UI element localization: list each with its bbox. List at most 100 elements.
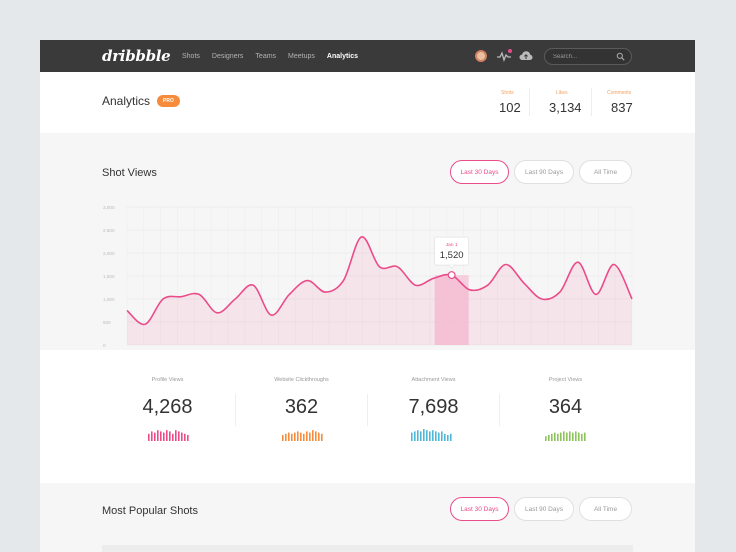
highlight-column <box>434 275 469 345</box>
sparkline-bar <box>312 430 314 441</box>
sparkline-bar <box>318 432 320 441</box>
sparkline-bar <box>148 433 150 441</box>
metric-label: Project Views <box>548 377 583 383</box>
sparkline-bar <box>166 430 168 441</box>
metric-divider <box>499 394 500 426</box>
sparkline-bar <box>285 433 287 441</box>
sparkline-bar <box>282 435 284 441</box>
filter-all-time[interactable]: All Time <box>579 160 632 184</box>
stat-divider <box>529 88 530 116</box>
stat-divider <box>591 88 592 116</box>
sparkline-bar <box>584 432 586 441</box>
sparkline-bar <box>548 435 550 441</box>
sparkline-bar <box>291 433 293 441</box>
sparkline-bar <box>447 435 449 441</box>
nav-link-designers[interactable]: Designers <box>211 52 244 60</box>
stat-likes-value: 3,134 <box>549 100 582 115</box>
profile-views-sparkline <box>148 430 189 441</box>
y-tick-label: 2,500 <box>103 228 115 233</box>
activity-icon[interactable] <box>497 50 511 62</box>
project-views-sparkline <box>545 431 586 441</box>
popular-filter-all-time[interactable]: All Time <box>579 497 632 521</box>
dribbble-logo[interactable]: dribbble <box>102 47 171 65</box>
nav-link-teams[interactable]: Teams <box>255 52 277 60</box>
search-icon[interactable] <box>616 52 625 61</box>
metrics-row: Profile Views 4,268 Website Clickthrough… <box>40 350 695 483</box>
y-tick-label: 2,000 <box>103 251 115 256</box>
metric-value: 7,698 <box>408 396 459 418</box>
sparkline-bar <box>172 433 174 441</box>
main-nav: Shots Designers Teams Meetups Analytics <box>182 40 358 72</box>
popular-filter-last-30-days[interactable]: Last 30 Days <box>450 497 509 521</box>
sparkline-bar <box>560 432 562 441</box>
nav-link-analytics[interactable]: Analytics <box>326 52 359 60</box>
nav-link-shots[interactable]: Shots <box>182 52 200 60</box>
sparkline-bar <box>551 433 553 441</box>
sparkline-bar <box>441 431 443 441</box>
sparkline-bar <box>432 430 434 441</box>
sparkline-bar <box>187 435 189 441</box>
app-window: dribbble Shots Designers Teams Meetups A… <box>40 40 695 552</box>
highlight-point <box>447 271 456 280</box>
sparkline-bar <box>566 432 568 441</box>
nav-link-meetups[interactable]: Meetups <box>288 52 315 60</box>
metric-website-clickthroughs: Website Clickthroughs 362 <box>236 350 367 483</box>
stat-shots-value: 102 <box>499 100 521 115</box>
shot-views-panel: Shot Views Last 30 Days Last 90 Days All… <box>40 133 695 350</box>
pro-badge: PRO <box>157 95 180 107</box>
sparkline-bar <box>423 429 425 441</box>
popular-shots-table-header <box>102 545 633 552</box>
page-title: Analytics <box>102 94 151 108</box>
search-input[interactable] <box>553 52 613 62</box>
sparkline-bar <box>175 430 177 441</box>
sparkline-bar <box>450 433 452 441</box>
user-avatar[interactable] <box>475 50 487 62</box>
upload-cloud-icon[interactable] <box>519 50 533 62</box>
sparkline-bar <box>569 431 571 441</box>
tooltip-label: Jan 1 <box>446 242 458 248</box>
sparkline-bar <box>309 432 311 441</box>
sparkline-bar <box>181 432 183 441</box>
sparkline-bar <box>300 432 302 441</box>
metric-divider <box>367 394 368 426</box>
sparkline-bar <box>545 436 547 441</box>
sparkline-bar <box>438 432 440 441</box>
sparkline-bar <box>578 432 580 441</box>
y-tick-label: 1,500 <box>103 274 115 279</box>
sparkline-bar <box>303 433 305 441</box>
y-tick-label: 0 <box>103 343 106 348</box>
sparkline-bar <box>444 433 446 441</box>
filter-last-90-days[interactable]: Last 90 Days <box>514 160 574 184</box>
clickthroughs-sparkline <box>282 430 323 441</box>
metric-value: 4,268 <box>142 396 193 418</box>
popular-filter-last-90-days[interactable]: Last 90 Days <box>514 497 574 521</box>
sparkline-bar <box>426 430 428 441</box>
metric-profile-views: Profile Views 4,268 <box>102 350 233 483</box>
sparkline-bar <box>435 431 437 441</box>
metric-label: Profile Views <box>151 377 184 383</box>
notification-dot <box>508 49 512 53</box>
sparkline-bar <box>563 431 565 441</box>
filter-last-30-days[interactable]: Last 30 Days <box>450 160 509 184</box>
sparkline-bar <box>321 433 323 441</box>
sparkline-bar <box>154 432 156 441</box>
sparkline-bar <box>411 432 413 441</box>
series-line <box>126 236 633 326</box>
metric-value: 362 <box>284 396 319 418</box>
popular-shots-title: Most Popular Shots <box>102 505 198 517</box>
sparkline-bar <box>163 432 165 441</box>
stat-shots-label: Shots <box>501 90 514 96</box>
sparkline-bar <box>554 432 556 441</box>
analytics-header: Analytics PRO Shots 102 Likes 3,134 Comm… <box>40 72 695 132</box>
sparkline-bar <box>581 433 583 441</box>
sparkline-bar <box>169 431 171 441</box>
attachment-views-sparkline <box>411 429 452 441</box>
sparkline-bar <box>288 432 290 441</box>
sparkline-bar <box>160 431 162 441</box>
sparkline-bar <box>557 433 559 441</box>
sparkline-bar <box>420 431 422 441</box>
sparkline-bar <box>184 433 186 441</box>
stat-comments-value: 837 <box>611 100 633 115</box>
sparkline-bar <box>414 431 416 441</box>
